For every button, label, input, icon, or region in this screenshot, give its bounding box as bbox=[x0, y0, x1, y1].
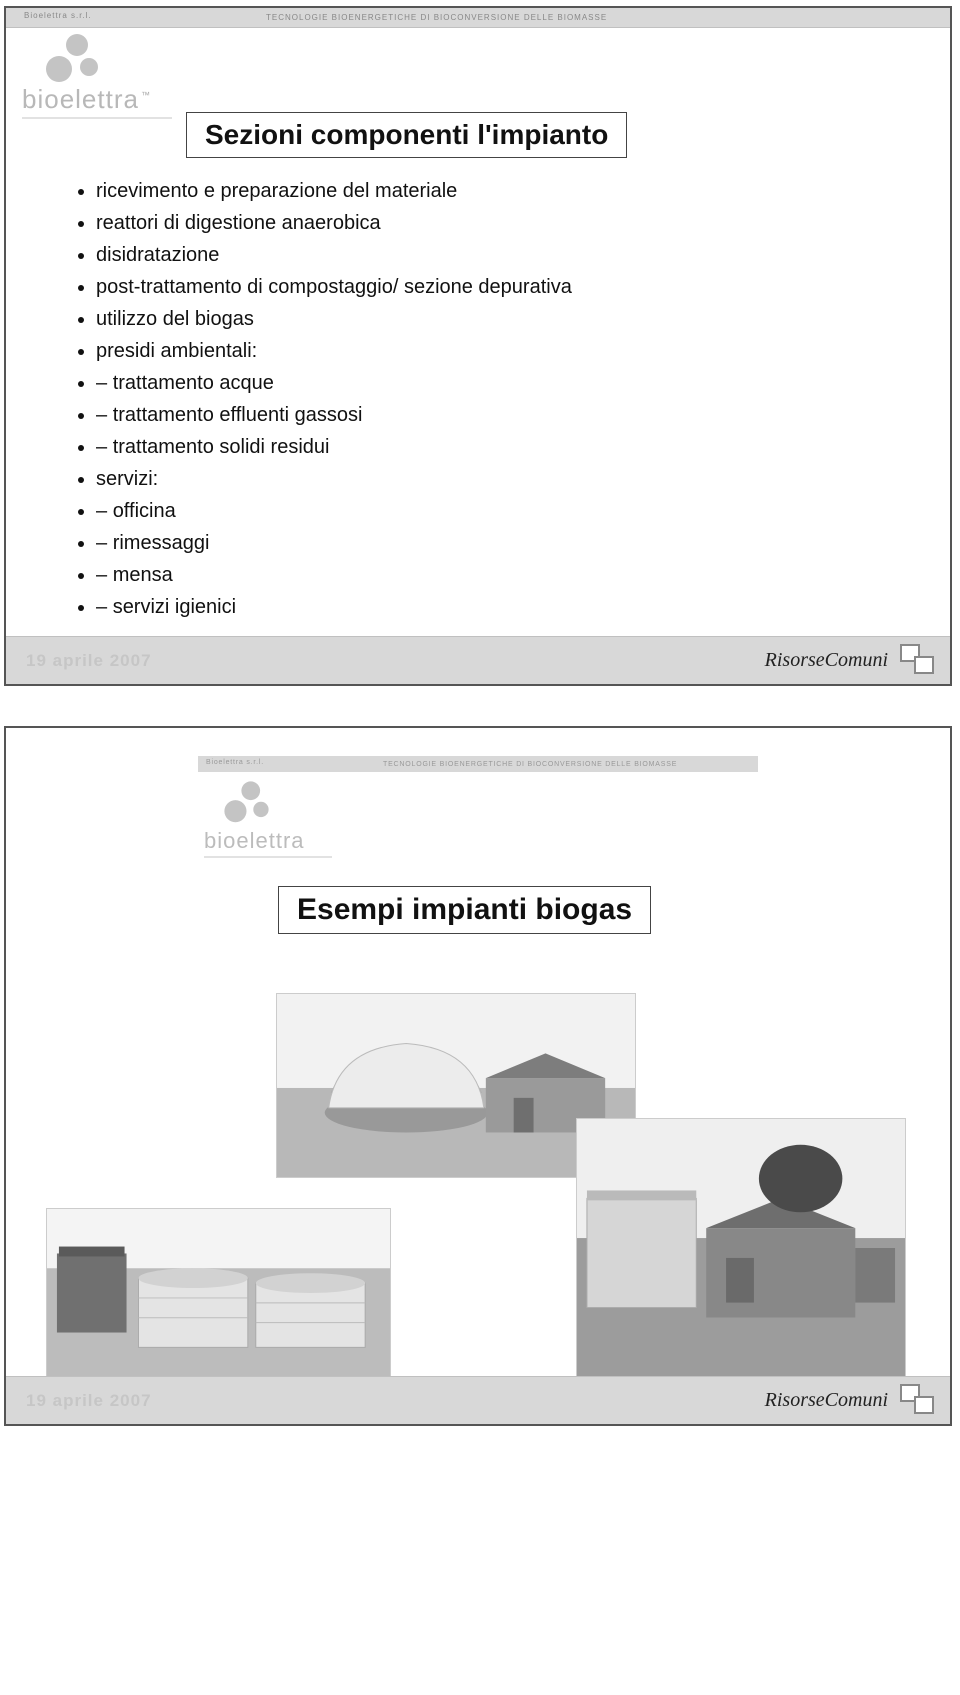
slide-1: Bioelettra s.r.l. TECNOLOGIE BIOENERGETI… bbox=[4, 6, 952, 686]
bullet-list: ricevimento e preparazione del materiale… bbox=[66, 176, 910, 366]
footer-bar: 19 aprile 2007 RisorseComuni bbox=[6, 636, 950, 684]
mini-header-prefix: Bioelettra s.r.l. bbox=[206, 759, 264, 766]
list-item: ricevimento e preparazione del materiale bbox=[96, 176, 910, 206]
photo-grid bbox=[46, 988, 910, 1364]
footer-squares-icon bbox=[900, 644, 938, 678]
slide-content: ricevimento e preparazione del materiale… bbox=[66, 176, 910, 624]
logo: bioelettra™ bbox=[22, 30, 242, 120]
header-prefix: Bioelettra s.r.l. bbox=[24, 11, 92, 20]
logo-dots-icon bbox=[204, 778, 272, 821]
bullet-list-servizi: servizi: bbox=[66, 464, 910, 494]
list-item: reattori di digestione anaerobica bbox=[96, 208, 910, 238]
photo-biogas-tanks bbox=[46, 1208, 391, 1378]
footer-date: 19 aprile 2007 bbox=[26, 1391, 152, 1411]
list-item: presidi ambientali: bbox=[96, 336, 910, 366]
footer-label: RisorseComuni bbox=[765, 1389, 888, 1412]
list-item: trattamento solidi residui bbox=[96, 432, 910, 462]
mini-header-bar: Bioelettra s.r.l. TECNOLOGIE BIOENERGETI… bbox=[198, 756, 758, 772]
list-item: disidratazione bbox=[96, 240, 910, 270]
logo-text: bioelettra™ bbox=[22, 84, 242, 115]
list-item: post-trattamento di compostaggio/ sezion… bbox=[96, 272, 910, 302]
logo-text: bioelettra bbox=[204, 828, 758, 854]
footer-date: 19 aprile 2007 bbox=[26, 651, 152, 671]
photo-biogas-plant bbox=[576, 1118, 906, 1378]
slide-2: Bioelettra s.r.l. TECNOLOGIE BIOENERGETI… bbox=[4, 726, 952, 1426]
header-bar: Bioelettra s.r.l. TECNOLOGIE BIOENERGETI… bbox=[6, 8, 950, 28]
sub-list-presidi: trattamento acque trattamento effluenti … bbox=[66, 368, 910, 462]
slide-title: Sezioni componenti l'impianto bbox=[186, 112, 627, 158]
list-item: trattamento effluenti gassosi bbox=[96, 400, 910, 430]
list-item: mensa bbox=[96, 560, 910, 590]
footer-bar: 19 aprile 2007 RisorseComuni bbox=[6, 1376, 950, 1424]
list-item: utilizzo del biogas bbox=[96, 304, 910, 334]
sub-list-servizi: officina rimessaggi mensa servizi igieni… bbox=[66, 496, 910, 622]
logo-dots-icon bbox=[22, 30, 102, 80]
header-subtitle: TECNOLOGIE BIOENERGETICHE DI BIOCONVERSI… bbox=[266, 13, 607, 22]
list-item: rimessaggi bbox=[96, 528, 910, 558]
list-item: servizi: bbox=[96, 464, 910, 494]
footer-squares-icon bbox=[900, 1384, 938, 1418]
mini-header-subtitle: TECNOLOGIE BIOENERGETICHE DI BIOCONVERSI… bbox=[383, 761, 677, 768]
list-item: officina bbox=[96, 496, 910, 526]
logo: bioelettra bbox=[204, 778, 758, 858]
list-item: servizi igienici bbox=[96, 592, 910, 622]
list-item: trattamento acque bbox=[96, 368, 910, 398]
slide-title: Esempi impianti biogas bbox=[278, 886, 651, 934]
footer-label: RisorseComuni bbox=[765, 649, 888, 672]
mini-header: Bioelettra s.r.l. TECNOLOGIE BIOENERGETI… bbox=[198, 756, 758, 858]
